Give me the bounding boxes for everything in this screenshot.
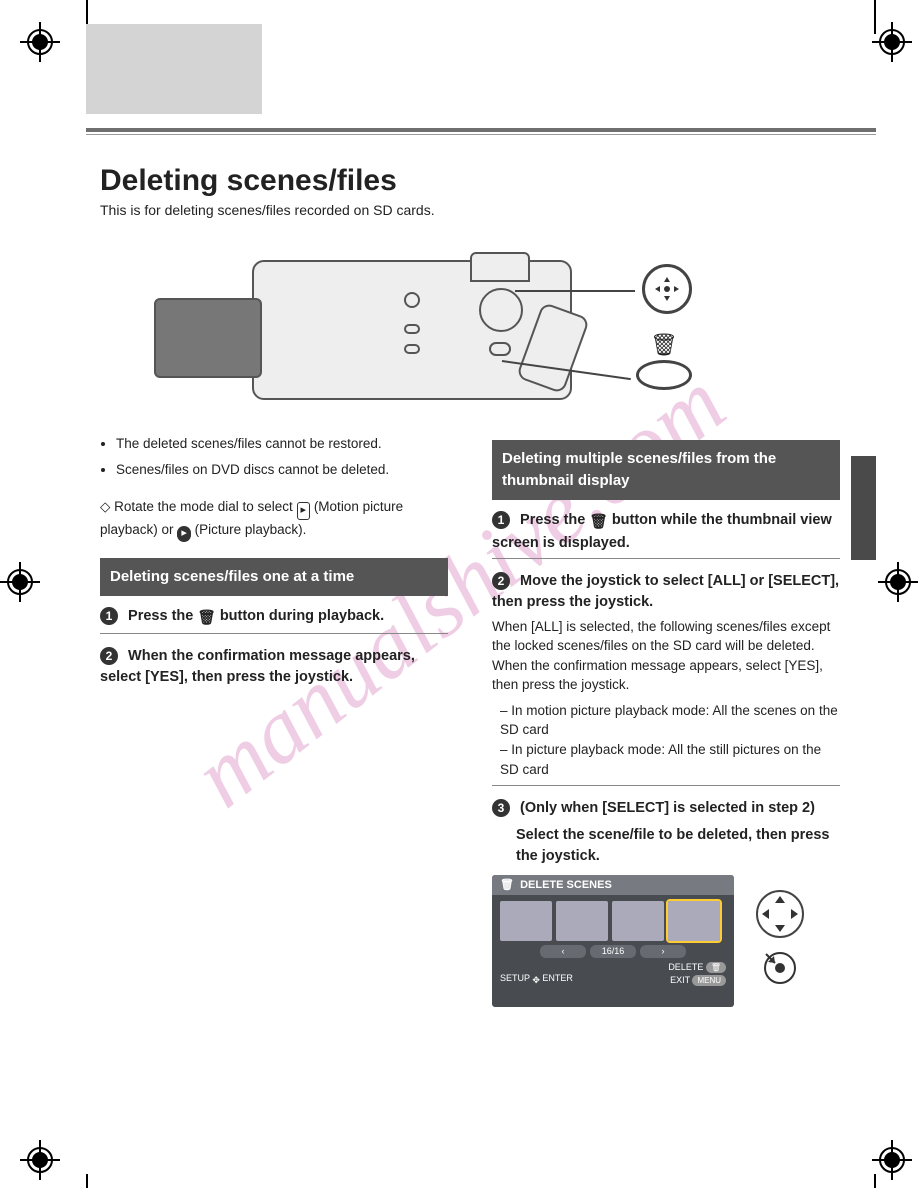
registration-mark-icon — [20, 22, 60, 62]
picture-mode-icon: ▸ — [177, 526, 191, 542]
step-number: 1 — [492, 511, 510, 529]
page-content: Deleting scenes/files This is for deleti… — [100, 164, 840, 1007]
step-3b: 3 (Only when [SELECT] is selected in ste… — [492, 798, 840, 819]
trash-icon: 🗑 — [589, 512, 607, 533]
step-2b: 2 Move the joystick to select [ALL] or [… — [492, 571, 840, 613]
playback-mode-icon: ▸ — [297, 502, 311, 520]
joystick-guide — [756, 890, 804, 992]
note-item: Scenes/files on DVD discs cannot be dele… — [116, 460, 448, 480]
step-number: 1 — [100, 607, 118, 625]
registration-mark-icon — [872, 22, 912, 62]
section-heading-delete-one: Deleting scenes/files one at a time — [100, 558, 448, 596]
step-3b-text: Select the scene/file to be deleted, the… — [516, 825, 840, 867]
registration-mark-icon — [872, 1140, 912, 1180]
menu-pill-icon: MENU — [692, 975, 726, 986]
trash-icon: 🗑 — [500, 879, 514, 891]
side-section-tab — [851, 456, 876, 560]
trash-icon: 🗑 — [197, 608, 215, 629]
registration-mark-icon — [20, 1140, 60, 1180]
prev-page-button: ‹ — [540, 945, 586, 958]
trash-button-callout: 🗑 — [636, 332, 692, 390]
page-title: Deleting scenes/files — [100, 164, 840, 198]
registration-mark-icon — [878, 562, 918, 602]
all-bullet: In motion picture playback mode: All the… — [500, 703, 838, 738]
right-column: Deleting multiple scenes/files from the … — [492, 432, 840, 1007]
screen-title: DELETE SCENES — [520, 879, 612, 891]
scene-thumbnail — [500, 901, 552, 941]
joystick-press-icon — [762, 950, 798, 992]
section-heading-delete-multi: Deleting multiple scenes/files from the … — [492, 440, 840, 500]
footer-left: SETUP ✥ ENTER — [500, 972, 573, 987]
step-1b: 1 Press the 🗑 button while the thumbnail… — [492, 510, 840, 554]
left-column: The deleted scenes/files cannot be resto… — [100, 432, 448, 1007]
scene-thumbnail-selected — [668, 901, 720, 941]
note-item: The deleted scenes/files cannot be resto… — [116, 434, 448, 454]
scene-thumbnail — [556, 901, 608, 941]
registration-mark-icon — [0, 562, 40, 602]
next-page-button: › — [640, 945, 686, 958]
all-bullet: In picture playback mode: All the still … — [500, 742, 821, 777]
header-rules — [86, 128, 876, 135]
trash-icon: 🗑 — [636, 332, 692, 358]
all-description: When [ALL] is selected, the following sc… — [492, 617, 840, 695]
delete-scenes-screen: 🗑 DELETE SCENES ‹ 16/16 › — [492, 875, 734, 1007]
step-1a: 1 Press the 🗑 button during playback. — [100, 606, 448, 629]
step-number: 3 — [492, 799, 510, 817]
page-subtitle: This is for deleting scenes/files record… — [100, 202, 840, 218]
scene-thumbnail — [612, 901, 664, 941]
step-2a: 2 When the confirmation message appears,… — [100, 646, 448, 688]
joystick-icon — [653, 275, 681, 303]
section-tab — [86, 24, 262, 114]
trash-pill-icon: 🗑 — [706, 962, 726, 973]
step-number: 2 — [100, 647, 118, 665]
page-counter: 16/16 — [590, 945, 636, 958]
step-number: 2 — [492, 572, 510, 590]
manual-page: manualshive.com Deleting scenes/files Th… — [0, 0, 918, 1188]
mode-dial-instruction: ◇ Rotate the mode dial to select ▸ (Moti… — [100, 497, 448, 542]
joystick-direction-icon — [756, 890, 804, 938]
footer-right: DELETE 🗑 EXIT MENU — [668, 961, 726, 987]
delete-scenes-preview: 🗑 DELETE SCENES ‹ 16/16 › — [492, 875, 840, 1007]
joystick-callout — [642, 264, 692, 314]
camera-illustration: 🗑 — [240, 232, 700, 424]
